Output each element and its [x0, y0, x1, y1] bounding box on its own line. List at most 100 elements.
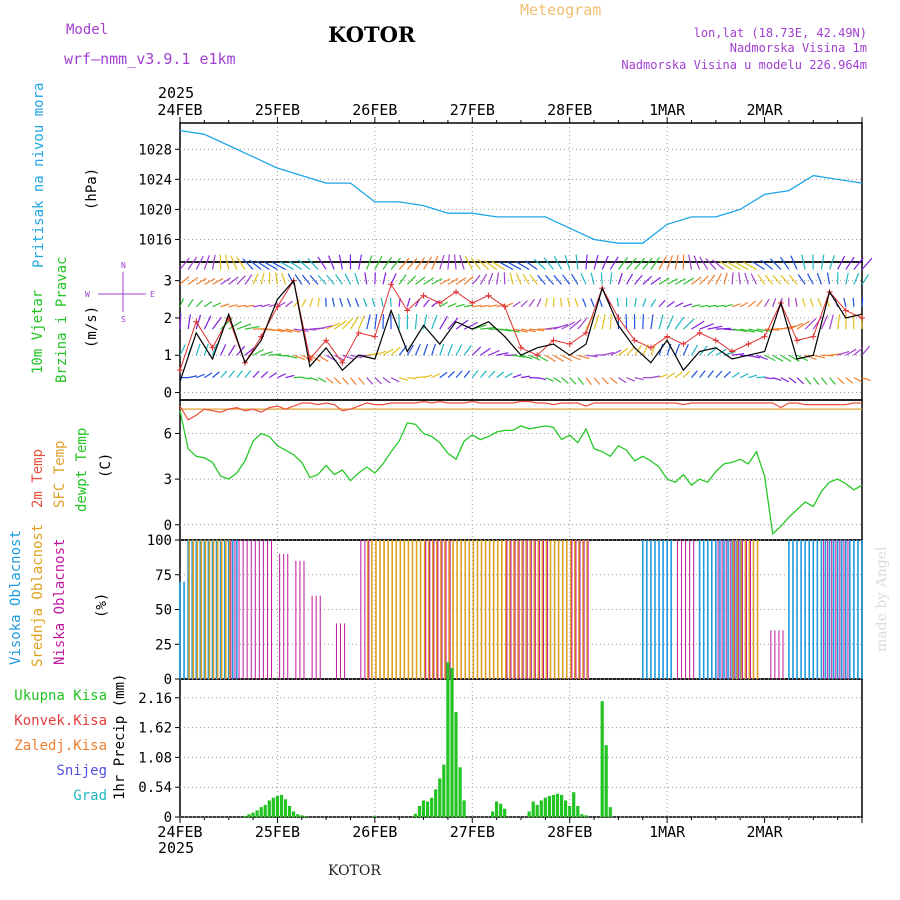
wind-arrow — [341, 317, 354, 330]
date-label-bottom: 1MAR — [649, 823, 686, 841]
precip-ytick-label: 2.16 — [138, 691, 172, 707]
wind-arrow — [382, 377, 391, 384]
wind-arrow — [616, 297, 620, 307]
wind-arrow — [642, 298, 647, 307]
precip-ytick-label: 0 — [164, 810, 172, 826]
wind-arrow — [690, 344, 699, 356]
t2m-line — [179, 400, 862, 421]
precip-bar — [263, 804, 267, 817]
wind-arrow — [852, 297, 855, 307]
wind-arrow — [504, 328, 520, 333]
wind-arrow — [666, 278, 678, 285]
wind-direction-marker — [193, 318, 200, 325]
date-label-top: 25FEB — [255, 101, 300, 119]
wind-arrow — [545, 354, 556, 363]
wind-arrow — [327, 255, 335, 270]
precip-bar — [572, 792, 576, 817]
wind-arrow — [545, 275, 554, 285]
wind-arrow — [269, 328, 285, 333]
wind-arrow — [342, 354, 354, 360]
wind-arrow — [484, 260, 497, 270]
wind-arrow — [374, 377, 382, 385]
wind-direction-marker — [209, 344, 216, 351]
wind-arrow — [682, 344, 689, 356]
precip-bar — [288, 806, 292, 817]
temp-ytick-label: 6 — [164, 426, 172, 442]
wind-arrow — [309, 377, 319, 382]
wind-arrow — [350, 377, 357, 386]
wind-arrow — [820, 377, 828, 385]
wind-arrow — [212, 302, 221, 308]
credit-watermark: made by Angel — [874, 546, 890, 652]
wind-arrow — [590, 298, 595, 307]
wind-arrow — [407, 377, 417, 380]
wind-arrow — [650, 256, 661, 270]
precip-bar — [413, 813, 417, 817]
cloud-ytick-label: 0 — [164, 672, 172, 688]
wind-arrow — [431, 255, 439, 270]
wind-direction-marker — [582, 329, 589, 336]
cloud-ytick-label: 50 — [155, 603, 172, 619]
wind-arrow — [719, 260, 733, 270]
wind-arrow — [658, 299, 666, 308]
wind-arrow — [256, 260, 270, 270]
wind-ytick-label: 1 — [164, 348, 172, 364]
wind-arrow — [455, 344, 463, 356]
wind-arrow — [585, 377, 592, 386]
precip-ytick-label: 1.62 — [138, 721, 172, 737]
wind-arrow — [471, 274, 481, 285]
wind-arrow — [307, 258, 319, 270]
wind-arrow — [712, 259, 725, 270]
wind-arrow — [772, 377, 782, 381]
wind-arrow — [339, 297, 343, 307]
wind-arrow — [382, 348, 394, 356]
wind-arrow — [715, 370, 723, 379]
wind-arrow — [715, 327, 731, 330]
wind-arrow — [658, 256, 667, 270]
wind-arrow — [179, 298, 185, 307]
model-elevation-label: Nadmorska Visina u modelu 226.964m — [621, 58, 867, 72]
wind-arrow — [650, 375, 660, 379]
wind-arrow — [195, 299, 204, 308]
wind-arrow — [821, 354, 834, 357]
wind-arrow — [439, 371, 448, 379]
wind-arrow — [512, 354, 525, 358]
wind-arrow — [406, 344, 414, 356]
wind-arrow — [406, 257, 418, 270]
wind-arrow — [691, 276, 702, 285]
wind-arrow — [843, 297, 847, 307]
wind-arrow — [488, 304, 498, 308]
wind-arrow — [354, 298, 360, 307]
wind-arrow — [861, 297, 864, 307]
precip-bar — [584, 815, 588, 817]
wind-arrow — [812, 377, 820, 385]
wind-arrow — [293, 328, 309, 332]
wind-arrow — [723, 272, 728, 285]
wind-arrow — [472, 304, 482, 308]
wind-arrow — [626, 273, 634, 285]
wind-arrow — [512, 373, 522, 379]
wind-arrow — [390, 377, 400, 383]
wind-direction-marker — [631, 337, 638, 344]
wind-arrow — [242, 258, 254, 270]
wind-arrow — [423, 277, 435, 285]
wind-arrow — [794, 297, 798, 307]
wind-arrow — [260, 272, 265, 285]
wind-arrow — [415, 276, 426, 285]
wind-arrow — [707, 370, 714, 378]
wind-arrow — [309, 298, 314, 307]
date-label-bottom: 25FEB — [255, 823, 300, 841]
wind-arrow — [691, 320, 705, 330]
wind-arrow — [414, 314, 418, 330]
wind-arrow — [845, 256, 855, 270]
wind-ytick-label: 0 — [164, 386, 172, 402]
wind-arrow — [463, 321, 478, 330]
wind-arrow — [688, 254, 693, 270]
wind-arrow — [553, 274, 563, 285]
precip-bar — [462, 800, 466, 817]
wind-arrow — [515, 273, 522, 285]
wind-arrow — [275, 272, 279, 285]
wind-arrow — [772, 354, 784, 362]
wind-arrow — [195, 255, 204, 270]
wind-arrow — [423, 374, 433, 379]
